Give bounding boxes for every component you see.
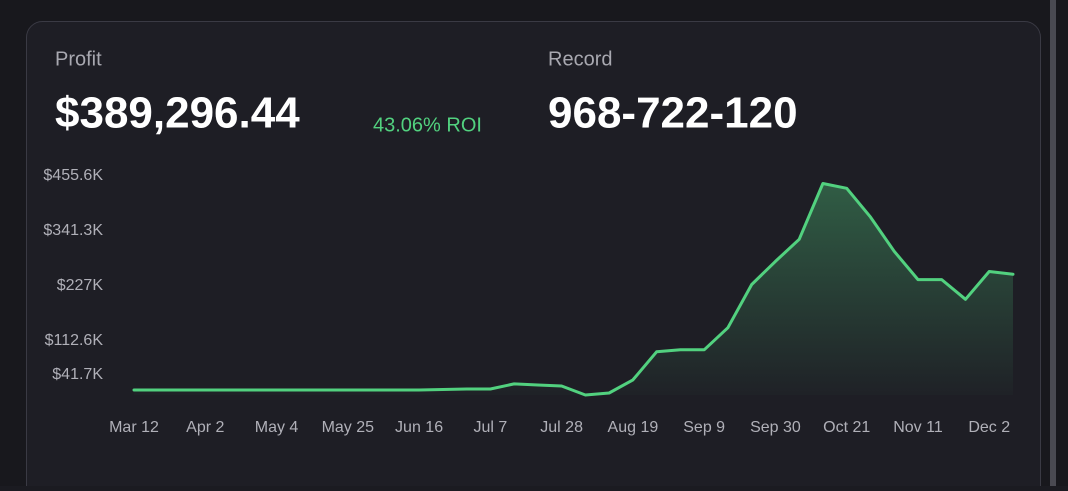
x-tick-label: Oct 21 xyxy=(823,419,870,436)
x-tick-label: Apr 2 xyxy=(186,419,224,436)
chart: $41.7K $112.6K $227K $341.3K $455.6K Mar 12 Ap… xyxy=(43,167,1015,436)
x-tick-label: Sep 9 xyxy=(683,419,725,436)
x-tick-label: May 4 xyxy=(255,419,299,436)
record-label: Record xyxy=(548,48,612,70)
x-tick-label: Dec 2 xyxy=(968,419,1010,436)
record-value: 968-722-120 xyxy=(548,89,798,138)
roi: 43.06% ROI xyxy=(373,114,482,136)
x-tick-label: Jul 28 xyxy=(540,419,583,436)
x-tick-label: Mar 12 xyxy=(109,419,159,436)
y-tick-label: $112.6K xyxy=(45,332,104,349)
profit-value: $389,296.44 xyxy=(55,89,300,138)
area-fill xyxy=(134,183,1013,395)
y-tick-label: $227K xyxy=(57,277,104,294)
y-tick-label: $455.6K xyxy=(43,167,103,184)
profit-line xyxy=(132,182,1015,397)
x-tick-label: Jul 7 xyxy=(473,419,507,436)
x-tick-label: Nov 11 xyxy=(893,419,943,436)
y-tick-label: $341.3K xyxy=(43,222,103,239)
x-tick-label: Sep 30 xyxy=(750,419,801,436)
y-tick-label: $41.7K xyxy=(52,366,103,383)
scrollbar[interactable] xyxy=(1050,0,1056,486)
x-tick-label: May 25 xyxy=(322,419,375,436)
x-tick-label: Aug 19 xyxy=(608,419,659,436)
profit-label: Profit xyxy=(55,48,102,70)
x-tick-label: Jun 16 xyxy=(395,419,443,436)
